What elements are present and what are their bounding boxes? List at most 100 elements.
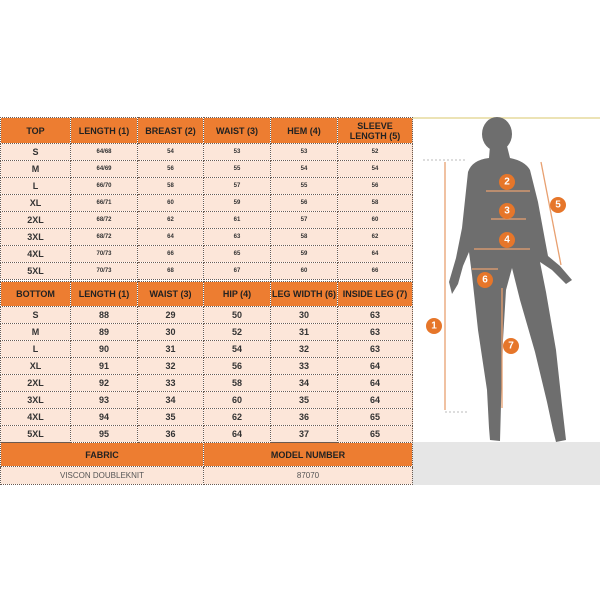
measurement-cell: 92 [70,374,138,392]
measurement-cell: 29 [137,306,204,324]
measurement-cell: 94 [70,408,138,426]
measurement-cell: 54 [137,143,204,161]
measurement-cell: 55 [270,177,338,195]
measurement-cell: 64 [203,425,271,443]
column-header: HIP (4) [203,281,271,307]
column-header: LENGTH (1) [70,117,138,144]
measurement-cell: 35 [270,391,338,409]
measurement-cell: 56 [137,160,204,178]
measurement-cell: 61 [203,211,271,229]
table-row: 2XL 92 33 58 34 64 [0,374,413,392]
table-row: 5XL 95 36 64 37 65 [0,425,413,443]
measurement-cell: 62 [137,211,204,229]
size-label: L [0,177,71,195]
measurement-cell: 31 [137,340,204,358]
measurement-cell: 59 [270,245,338,263]
table-row: L 90 31 54 32 63 [0,340,413,358]
svg-text:7: 7 [508,341,514,352]
measurement-cell: 63 [337,340,413,358]
marker-4: 4 [499,232,515,248]
table-row: L 66/70 58 57 55 56 [0,177,413,195]
size-label: 2XL [0,374,71,392]
measurement-cell: 64 [137,228,204,246]
measurement-cell: 63 [337,306,413,324]
measurement-cell: 60 [203,391,271,409]
measurement-cell: 52 [203,323,271,341]
table-row: M 89 30 52 31 63 [0,323,413,341]
measurement-cell: 60 [137,194,204,212]
measurement-cell: 30 [270,306,338,324]
marker-6: 6 [477,272,493,288]
measurement-cell: 62 [203,408,271,426]
measurement-cell: 58 [270,228,338,246]
measurement-cell: 54 [203,340,271,358]
measurement-cell: 57 [270,211,338,229]
measurement-cell: 91 [70,357,138,375]
table-row: XL 91 32 56 33 64 [0,357,413,375]
measurement-cell: 58 [337,194,413,212]
measurement-cell: 65 [337,425,413,443]
column-header: WAIST (3) [137,281,204,307]
size-label: 3XL [0,391,71,409]
measurement-cell: 88 [70,306,138,324]
size-label: S [0,306,71,324]
measurement-cell: 30 [137,323,204,341]
product-info-table: FABRIC MODEL NUMBER VISCON DOUBLEKNIT 87… [0,442,413,485]
fabric-value: VISCON DOUBLEKNIT [0,466,204,485]
measurement-cell: 31 [270,323,338,341]
size-label: M [0,323,71,341]
measurement-cell: 34 [270,374,338,392]
column-header: WAIST (3) [203,117,271,144]
table-row: S 88 29 50 30 63 [0,306,413,324]
table-row: 4XL 94 35 62 36 65 [0,408,413,426]
measurement-cell: 95 [70,425,138,443]
size-label: XL [0,194,71,212]
svg-text:4: 4 [504,235,510,246]
size-label: 5XL [0,425,71,443]
measurement-cell: 56 [203,357,271,375]
measurement-cell: 60 [337,211,413,229]
table-row: 4XL 70/73 66 65 59 64 [0,245,413,263]
measurement-cell: 53 [270,143,338,161]
top-header-row: TOP LENGTH (1) BREAST (2) WAIST (3) HEM (4) S… [0,117,413,144]
measurement-cell: 64/68 [70,143,138,161]
fabric-label: FABRIC [0,442,204,467]
table-row: 3XL 68/72 64 63 58 62 [0,228,413,246]
measurement-cell: 68/72 [70,211,138,229]
size-label: 2XL [0,211,71,229]
measurement-cell: 36 [137,425,204,443]
measurement-cell: 70/73 [70,262,138,280]
measurement-cell: 70/73 [70,245,138,263]
measurement-cell: 63 [337,323,413,341]
measurement-cell: 55 [203,160,271,178]
marker-1: 1 [426,318,442,334]
column-header: LENGTH (1) [70,281,138,307]
measurement-cell: 37 [270,425,338,443]
marker-3: 3 [499,203,515,219]
table-row: 3XL 93 34 60 35 64 [0,391,413,409]
marker-2: 2 [499,174,515,190]
silhouette-head [482,117,512,151]
measurement-cell: 66 [137,245,204,263]
sleeve-arrow [540,161,562,266]
measurement-cell: 32 [270,340,338,358]
measurement-cell: 62 [337,228,413,246]
size-label: M [0,160,71,178]
table-row: 5XL 70/73 68 67 60 66 [0,262,413,280]
column-header: TOP [0,117,71,144]
measurement-cell: 65 [337,408,413,426]
column-header: BREAST (2) [137,117,204,144]
measurement-cell: 32 [137,357,204,375]
svg-text:5: 5 [555,200,561,211]
floor [412,442,600,485]
measurement-cell: 93 [70,391,138,409]
measurement-cell: 57 [203,177,271,195]
measurement-cell: 34 [137,391,204,409]
measurement-cell: 35 [137,408,204,426]
measurement-cell: 36 [270,408,338,426]
svg-text:2: 2 [504,177,510,188]
table-row: XL 66/71 60 59 56 58 [0,194,413,212]
size-label: 3XL [0,228,71,246]
table-row: M 64/69 56 55 54 54 [0,160,413,178]
